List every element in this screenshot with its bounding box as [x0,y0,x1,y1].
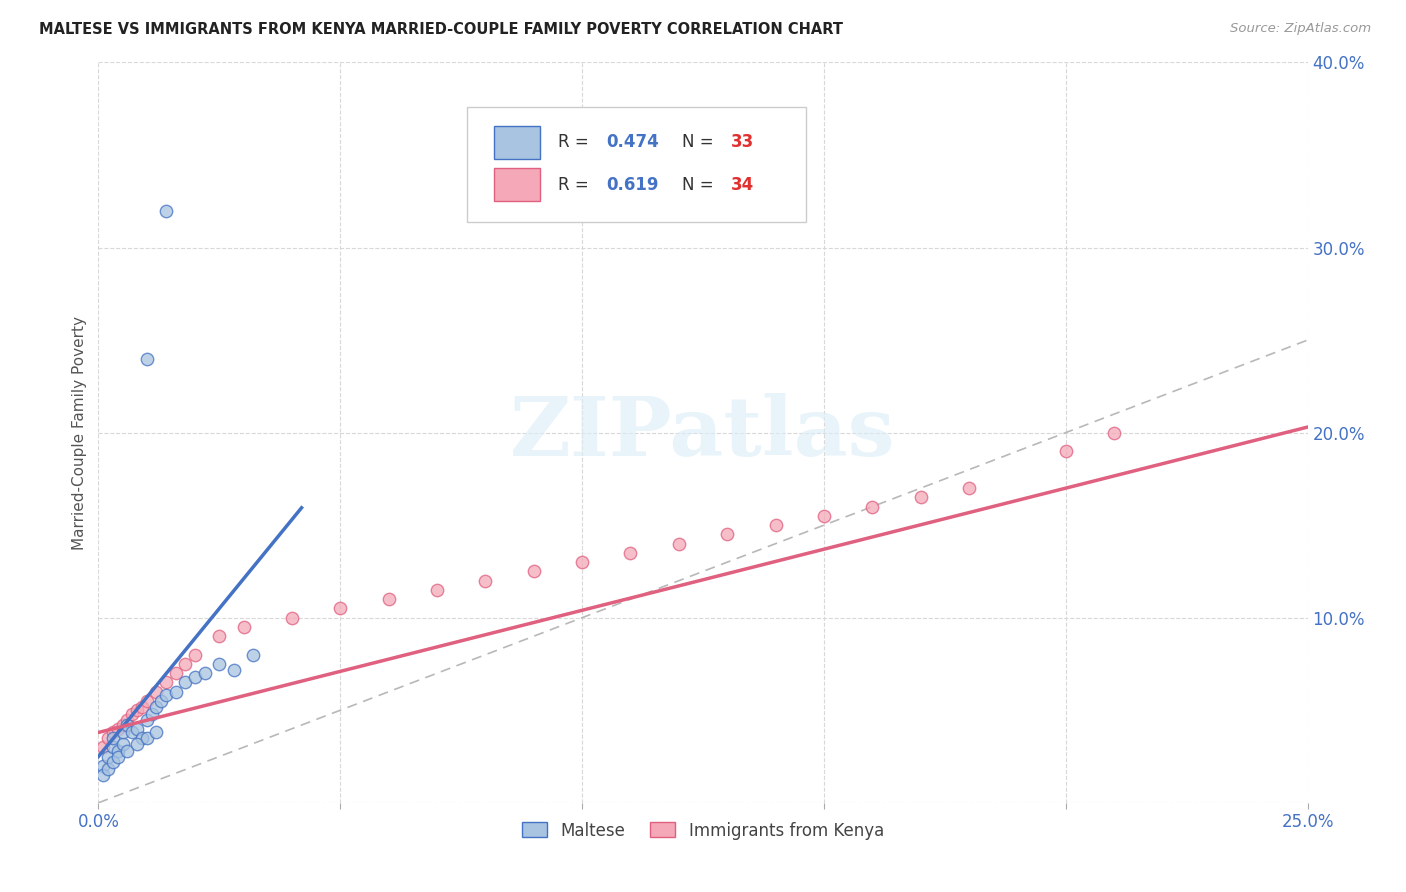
Point [957,481,980,495]
Point [145,699,167,714]
Point [910,491,932,505]
Point [141,706,163,721]
Point [155,689,177,703]
Text: 33: 33 [731,134,754,152]
Point [765,518,787,533]
Point [135,713,157,727]
Point [135,694,157,708]
Text: 0.474: 0.474 [606,134,659,152]
Point [135,731,157,745]
Point [121,706,143,721]
Point [813,508,835,523]
Text: MALTESE VS IMMIGRANTS FROM KENYA MARRIED-COUPLE FAMILY POVERTY CORRELATION CHART: MALTESE VS IMMIGRANTS FROM KENYA MARRIED… [39,22,844,37]
Point [184,670,207,684]
Legend: Maltese, Immigrants from Kenya: Maltese, Immigrants from Kenya [516,815,890,847]
Point [127,737,149,751]
Point [97,763,120,777]
Text: N =: N = [682,176,720,194]
Point [145,725,167,739]
Point [668,536,690,550]
Point [91,768,114,782]
Point [91,740,114,755]
Point [184,648,207,662]
Point [174,675,197,690]
Point [101,731,124,745]
Point [523,565,546,579]
Point [571,555,593,569]
Point [329,601,352,615]
Point [155,203,177,218]
Text: 34: 34 [731,176,754,194]
Point [222,663,245,677]
Point [111,718,134,732]
Point [131,699,153,714]
Y-axis label: Married-Couple Family Poverty: Married-Couple Family Poverty [72,316,87,549]
Point [242,648,264,662]
Text: ZIPatlas: ZIPatlas [510,392,896,473]
Point [232,620,254,634]
FancyBboxPatch shape [494,168,540,202]
Point [127,722,149,736]
Text: N =: N = [682,134,720,152]
Point [281,610,304,624]
Point [101,740,124,755]
Point [165,666,187,681]
Point [174,657,197,671]
Point [208,657,231,671]
Point [97,749,120,764]
Text: R =: R = [558,176,593,194]
Point [131,731,153,745]
Text: Source: ZipAtlas.com: Source: ZipAtlas.com [1230,22,1371,36]
Point [165,685,187,699]
Point [860,500,883,514]
Text: R =: R = [558,134,593,152]
Point [1054,444,1077,458]
Point [91,758,114,772]
Point [117,718,139,732]
Point [121,725,143,739]
Point [426,582,449,597]
Point [150,694,173,708]
Point [474,574,496,588]
Point [135,351,157,366]
Text: 0.619: 0.619 [606,176,659,194]
Point [101,755,124,769]
Point [155,675,177,690]
Point [117,713,139,727]
Point [194,666,217,681]
Point [145,685,167,699]
Point [377,592,399,607]
Point [127,703,149,717]
Point [619,546,641,560]
Point [117,744,139,758]
Point [208,629,231,643]
Point [101,725,124,739]
Point [111,725,134,739]
Point [107,722,129,736]
Point [1102,425,1125,440]
Point [107,749,129,764]
Point [97,731,120,745]
FancyBboxPatch shape [494,126,540,159]
FancyBboxPatch shape [467,107,806,221]
Point [107,744,129,758]
Point [111,737,134,751]
Point [716,527,738,541]
